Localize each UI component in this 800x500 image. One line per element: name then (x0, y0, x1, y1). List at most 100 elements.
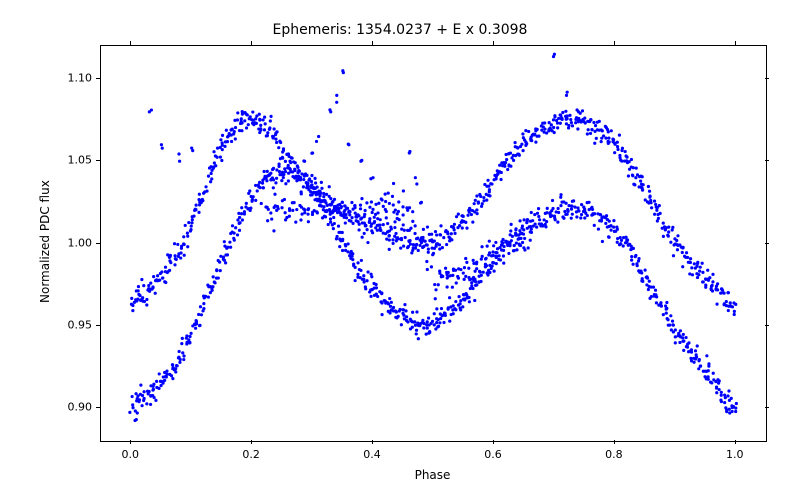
x-tick-mark (372, 41, 373, 45)
data-point (191, 149, 194, 152)
data-point (210, 289, 213, 292)
data-point (503, 165, 506, 168)
data-point (537, 215, 540, 218)
data-point (559, 196, 562, 199)
data-point (438, 233, 441, 236)
data-point (726, 394, 729, 397)
data-point (535, 226, 538, 229)
data-point (589, 132, 592, 135)
data-point (294, 161, 297, 164)
data-point (131, 309, 134, 312)
data-point (544, 225, 547, 228)
data-point (522, 246, 525, 249)
data-point (264, 122, 267, 125)
data-point (599, 213, 602, 216)
data-point (521, 241, 524, 244)
data-point (347, 142, 350, 145)
data-point (587, 201, 590, 204)
data-point (733, 310, 736, 313)
data-point (408, 150, 411, 153)
data-point (158, 279, 161, 282)
data-point (278, 170, 281, 173)
data-point (277, 163, 280, 166)
data-point (176, 243, 179, 246)
data-point (482, 196, 485, 199)
data-point (274, 131, 277, 134)
x-tick-label: 0.0 (121, 448, 139, 461)
data-point (679, 329, 682, 332)
data-point (128, 411, 131, 414)
data-point (226, 253, 229, 256)
data-point (316, 211, 319, 214)
data-point (258, 181, 261, 184)
data-point (573, 206, 576, 209)
data-point (376, 217, 379, 220)
data-point (382, 205, 385, 208)
data-point (482, 199, 485, 202)
data-point (131, 395, 134, 398)
data-point (395, 239, 398, 242)
data-point (279, 141, 282, 144)
data-point (567, 210, 570, 213)
data-point (337, 225, 340, 228)
data-point (496, 173, 499, 176)
data-point (439, 224, 442, 227)
data-point (411, 311, 414, 314)
data-point (255, 122, 258, 125)
data-point (613, 230, 616, 233)
data-point (604, 137, 607, 140)
data-point (559, 122, 562, 125)
data-point (662, 221, 665, 224)
data-point (571, 124, 574, 127)
data-point (624, 236, 627, 239)
data-point (363, 232, 366, 235)
data-point (351, 252, 354, 255)
data-point (332, 227, 335, 230)
data-point (130, 297, 133, 300)
data-point (722, 292, 725, 295)
data-point (187, 338, 190, 341)
data-point (161, 382, 164, 385)
data-point (519, 232, 522, 235)
data-point (252, 195, 255, 198)
data-point (405, 315, 408, 318)
y-tick-mark (765, 325, 769, 326)
data-point (481, 255, 484, 258)
data-point (521, 132, 524, 135)
data-point (682, 246, 685, 249)
data-point (165, 373, 168, 376)
data-point (711, 289, 714, 292)
data-point (574, 121, 577, 124)
data-point (672, 324, 675, 327)
data-point (530, 139, 533, 142)
data-point (581, 109, 584, 112)
data-point (438, 321, 441, 324)
data-point (442, 321, 445, 324)
data-point (378, 224, 381, 227)
data-point (272, 167, 275, 170)
data-point (682, 349, 685, 352)
data-point (288, 207, 291, 210)
x-tick-mark (130, 41, 131, 45)
data-point (369, 295, 372, 298)
data-point (365, 228, 368, 231)
data-point (727, 309, 730, 312)
data-point (269, 119, 272, 122)
data-point (412, 246, 415, 249)
data-point (392, 182, 395, 185)
data-point (613, 141, 616, 144)
data-point (662, 235, 665, 238)
data-point (495, 262, 498, 265)
data-point (494, 241, 497, 244)
data-point (669, 314, 672, 317)
data-point (471, 220, 474, 223)
data-point (492, 254, 495, 257)
data-point (180, 342, 183, 345)
data-point (210, 172, 213, 175)
data-point (402, 189, 405, 192)
data-point (348, 213, 351, 216)
data-point (486, 245, 489, 248)
data-point (711, 280, 714, 283)
data-point (580, 203, 583, 206)
data-point (718, 379, 721, 382)
